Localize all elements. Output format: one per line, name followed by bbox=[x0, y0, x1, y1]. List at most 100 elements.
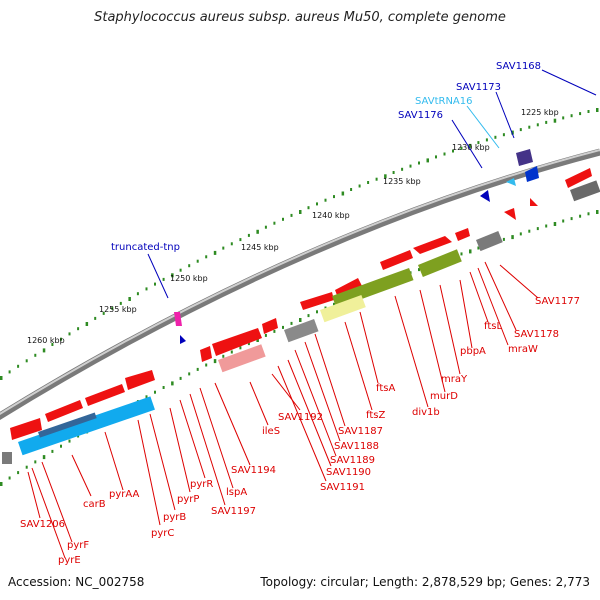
scale-dot bbox=[290, 213, 293, 217]
scale-dot bbox=[460, 146, 463, 150]
scale-dot bbox=[8, 476, 11, 480]
scale-dot bbox=[392, 171, 395, 174]
genome-backbone bbox=[0, 148, 600, 420]
cog-box bbox=[319, 294, 366, 323]
scale-dot bbox=[196, 259, 199, 263]
gene-label: pyrP bbox=[177, 494, 199, 505]
scale-dot bbox=[579, 112, 582, 116]
scale-dot bbox=[485, 138, 488, 142]
gene-label: pyrAA bbox=[109, 489, 139, 500]
scale-dot bbox=[562, 116, 565, 120]
scale-dot bbox=[519, 128, 522, 132]
scale-dot bbox=[102, 311, 105, 315]
scale-dot bbox=[333, 302, 335, 306]
gene-arrow bbox=[200, 346, 212, 362]
gene-arrow bbox=[413, 236, 452, 254]
scale-dot bbox=[179, 376, 182, 380]
scale-dot bbox=[264, 333, 267, 337]
scale-dot bbox=[384, 174, 387, 179]
kbp-label: 1225 kbp bbox=[521, 108, 559, 117]
gene-arrow bbox=[125, 370, 155, 390]
scale-dot bbox=[111, 306, 114, 310]
gene-label: SAV1189 bbox=[330, 455, 375, 466]
gene-label: ftsZ bbox=[366, 410, 385, 421]
scale-dot bbox=[0, 482, 3, 486]
scale-dot bbox=[128, 297, 131, 301]
gene-label: SAV1177 bbox=[535, 296, 580, 307]
scale-dot bbox=[562, 219, 565, 223]
scale-dot bbox=[256, 338, 259, 342]
scale-dot bbox=[171, 273, 174, 278]
scale-dot bbox=[502, 133, 505, 137]
scale-dot bbox=[290, 321, 293, 325]
scale-dot bbox=[162, 277, 165, 281]
cog-box bbox=[570, 180, 600, 202]
top-leaders bbox=[147, 69, 597, 299]
gene-label: murD bbox=[430, 391, 458, 402]
gene-label-SAV1173: SAV1173 bbox=[456, 82, 501, 93]
gene-label: pyrB bbox=[163, 512, 186, 523]
gene-label: div1b bbox=[412, 407, 440, 418]
scale-dot bbox=[282, 217, 284, 221]
gene-label: ileS bbox=[262, 426, 280, 437]
gene-label-SAVtRNA16: SAVtRNA16 bbox=[415, 96, 473, 107]
scale-labels: 1225 kbp 1230 kbp 1235 kbp 1240 kbp 1245… bbox=[27, 108, 559, 345]
scale-dot bbox=[511, 235, 514, 240]
gene-label: SAV1191 bbox=[320, 482, 365, 493]
gene-label: pyrF bbox=[67, 540, 89, 551]
scale-dot bbox=[51, 449, 54, 453]
scale-dot bbox=[60, 444, 62, 448]
gene-arrow bbox=[380, 250, 413, 270]
scale-dot bbox=[273, 329, 276, 333]
gene-arrow bbox=[300, 292, 334, 310]
gene-label: pyrE bbox=[58, 555, 81, 566]
scale-dot bbox=[42, 348, 46, 353]
gene-label: SAV1194 bbox=[231, 465, 276, 476]
scale-dot bbox=[239, 346, 242, 350]
scale-dot bbox=[536, 227, 539, 231]
scale-dot bbox=[570, 114, 573, 118]
scale-dot bbox=[367, 181, 370, 184]
gene-label: carB bbox=[83, 499, 106, 510]
scale-dot bbox=[68, 439, 71, 443]
scale-dot bbox=[136, 292, 139, 296]
scale-dot bbox=[205, 255, 208, 259]
scale-dot bbox=[494, 135, 497, 139]
scale-dot bbox=[502, 237, 505, 241]
scale-dot bbox=[42, 455, 46, 460]
scale-dot bbox=[154, 390, 156, 394]
scale-dot bbox=[213, 250, 217, 255]
scale-dot bbox=[307, 206, 310, 210]
scale-dot bbox=[401, 167, 404, 171]
kbp-label: 1260 kbp bbox=[27, 336, 65, 345]
scale-dot bbox=[596, 210, 599, 214]
kbp-label: 1245 kbp bbox=[241, 243, 279, 252]
scale-dot bbox=[579, 214, 582, 218]
gene-label: pyrC bbox=[151, 528, 174, 539]
scale-dot bbox=[307, 314, 310, 318]
gene-label: SAV1192 bbox=[278, 412, 323, 423]
scale-dot bbox=[34, 353, 37, 357]
scale-dot bbox=[162, 386, 165, 389]
scale-dot bbox=[460, 252, 463, 256]
marker bbox=[480, 190, 490, 202]
marker bbox=[516, 149, 533, 166]
scale-dot bbox=[553, 118, 557, 123]
genome-summary-text: Topology: circular; Length: 2,878,529 bp… bbox=[260, 575, 590, 589]
scale-dot bbox=[358, 184, 361, 188]
scale-dot bbox=[341, 191, 345, 196]
scale-dot bbox=[528, 125, 531, 129]
genome-backbone-highlight bbox=[0, 149, 600, 416]
kbp-label: 1255 kbp bbox=[99, 305, 137, 314]
accession-text: Accession: NC_002758 bbox=[8, 575, 145, 589]
gene-label-SAV1168: SAV1168 bbox=[496, 61, 541, 72]
cog-boxes bbox=[2, 180, 600, 464]
scale-dot bbox=[171, 381, 174, 386]
page-title: Staphylococcus aureus subsp. aureus Mu50… bbox=[94, 10, 506, 25]
scale-dot bbox=[477, 246, 480, 250]
scale-dot bbox=[477, 141, 480, 145]
gene-label: SAV1190 bbox=[326, 467, 371, 478]
scale-dot bbox=[256, 229, 259, 234]
scale-dot bbox=[519, 232, 522, 236]
gene-arrow bbox=[45, 400, 83, 422]
